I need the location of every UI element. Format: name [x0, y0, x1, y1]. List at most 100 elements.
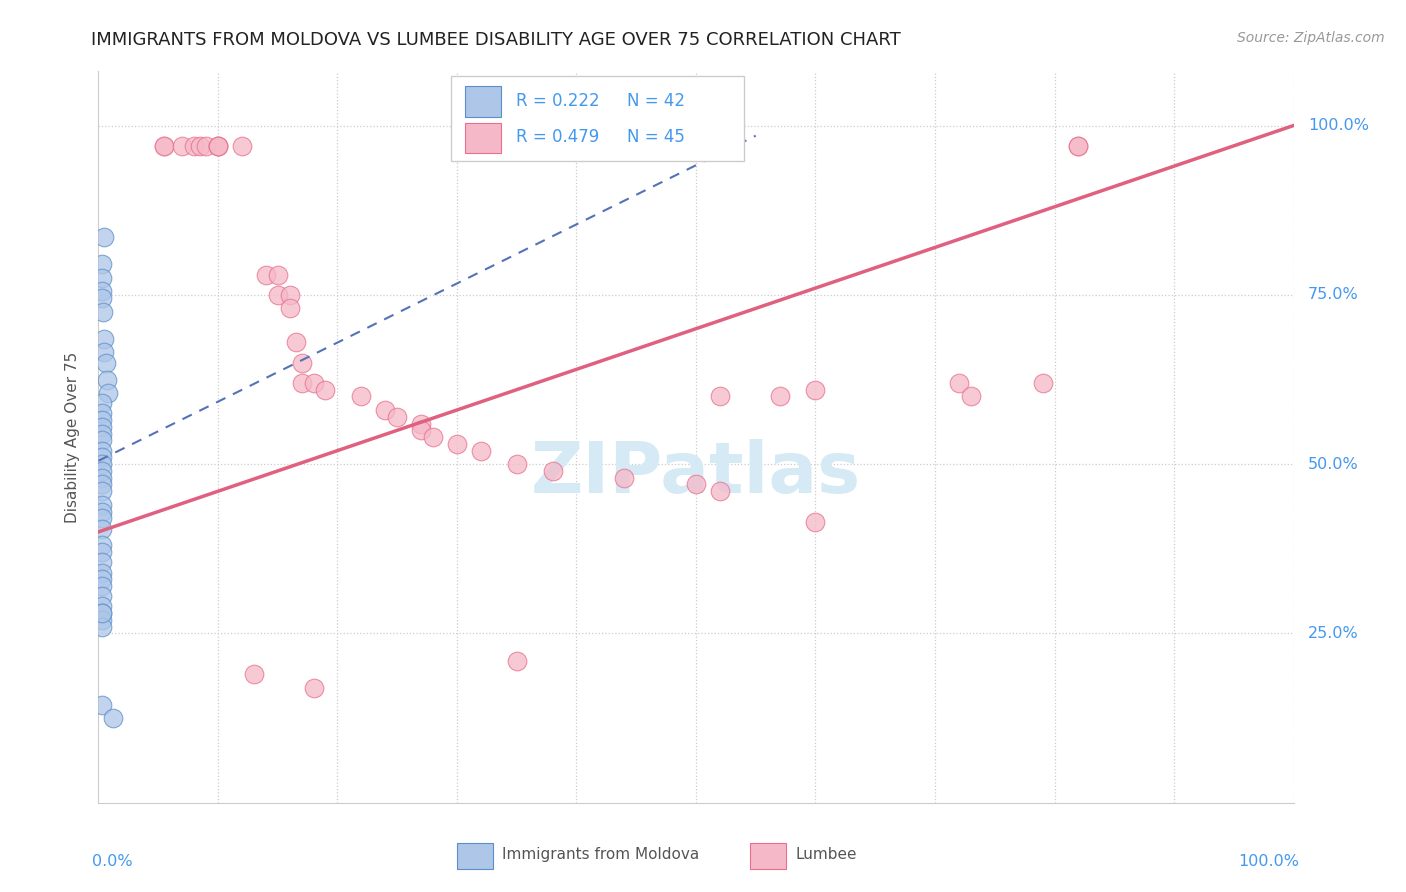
Text: N = 45: N = 45 — [627, 128, 685, 146]
Point — [91, 511, 114, 525]
Point — [374, 403, 396, 417]
Text: Source: ZipAtlas.com: Source: ZipAtlas.com — [1237, 31, 1385, 45]
Point — [195, 139, 218, 153]
Point — [446, 437, 468, 451]
Text: N = 42: N = 42 — [627, 92, 685, 110]
Point — [91, 566, 114, 580]
Point — [91, 698, 114, 712]
Point — [768, 389, 790, 403]
Point — [91, 420, 114, 434]
Point — [91, 443, 114, 458]
Point — [91, 613, 114, 627]
Point — [93, 332, 115, 346]
Point — [94, 355, 117, 369]
FancyBboxPatch shape — [749, 843, 786, 869]
Text: 100.0%: 100.0% — [1239, 854, 1299, 869]
Point — [948, 376, 970, 390]
Point — [278, 288, 301, 302]
Point — [91, 606, 114, 620]
Point — [422, 430, 444, 444]
Point — [91, 396, 114, 410]
Point — [153, 139, 176, 153]
Point — [291, 376, 314, 390]
Point — [153, 139, 176, 153]
Point — [91, 464, 114, 478]
Point — [267, 288, 290, 302]
Point — [284, 335, 307, 350]
Point — [278, 301, 301, 316]
Point — [91, 434, 114, 448]
Text: R = 0.479: R = 0.479 — [516, 128, 599, 146]
Point — [541, 464, 564, 478]
Point — [91, 521, 114, 535]
Point — [470, 443, 492, 458]
Point — [804, 383, 827, 397]
Point — [91, 545, 114, 559]
Point — [91, 285, 114, 299]
Point — [91, 471, 114, 485]
Point — [302, 376, 325, 390]
Point — [91, 305, 114, 319]
FancyBboxPatch shape — [465, 86, 501, 117]
Text: ZIPatlas: ZIPatlas — [531, 439, 860, 508]
FancyBboxPatch shape — [451, 77, 744, 161]
Point — [183, 139, 205, 153]
Text: Lumbee: Lumbee — [796, 847, 856, 862]
Point — [91, 450, 114, 465]
Point — [97, 386, 120, 401]
Point — [804, 515, 827, 529]
Text: 0.0%: 0.0% — [93, 854, 134, 869]
Point — [231, 139, 253, 153]
Point — [91, 271, 114, 285]
FancyBboxPatch shape — [457, 843, 494, 869]
Point — [411, 417, 433, 431]
Point — [207, 139, 229, 153]
Point — [291, 355, 314, 369]
Point — [91, 457, 114, 471]
Point — [506, 654, 529, 668]
Point — [96, 372, 118, 386]
Point — [960, 389, 983, 403]
Point — [91, 599, 114, 614]
Text: 25.0%: 25.0% — [1308, 626, 1358, 641]
Point — [207, 139, 229, 153]
Point — [254, 268, 277, 282]
Point — [91, 505, 114, 519]
Point — [1067, 139, 1090, 153]
Point — [1067, 139, 1090, 153]
Point — [385, 409, 409, 424]
Point — [101, 711, 124, 725]
Point — [243, 667, 266, 681]
Point — [93, 230, 115, 244]
Point — [91, 498, 114, 512]
Point — [709, 484, 731, 499]
Point — [506, 457, 529, 471]
Point — [91, 291, 114, 305]
Text: 100.0%: 100.0% — [1308, 118, 1369, 133]
Point — [91, 484, 114, 499]
Text: 50.0%: 50.0% — [1308, 457, 1358, 472]
Point — [91, 579, 114, 593]
Point — [91, 572, 114, 586]
Text: IMMIGRANTS FROM MOLDOVA VS LUMBEE DISABILITY AGE OVER 75 CORRELATION CHART: IMMIGRANTS FROM MOLDOVA VS LUMBEE DISABI… — [91, 31, 901, 49]
Point — [91, 620, 114, 634]
Point — [91, 477, 114, 491]
Text: Immigrants from Moldova: Immigrants from Moldova — [502, 847, 700, 862]
Point — [411, 423, 433, 437]
Text: R = 0.222: R = 0.222 — [516, 92, 599, 110]
Point — [91, 589, 114, 603]
Point — [315, 383, 337, 397]
Point — [91, 406, 114, 420]
Point — [93, 345, 115, 359]
Point — [302, 681, 325, 695]
Point — [267, 268, 290, 282]
Point — [91, 257, 114, 271]
Point — [91, 426, 114, 441]
Point — [91, 538, 114, 552]
Point — [350, 389, 373, 403]
Point — [613, 471, 636, 485]
Point — [207, 139, 229, 153]
Point — [188, 139, 211, 153]
Y-axis label: Disability Age Over 75: Disability Age Over 75 — [65, 351, 80, 523]
Point — [91, 413, 114, 427]
